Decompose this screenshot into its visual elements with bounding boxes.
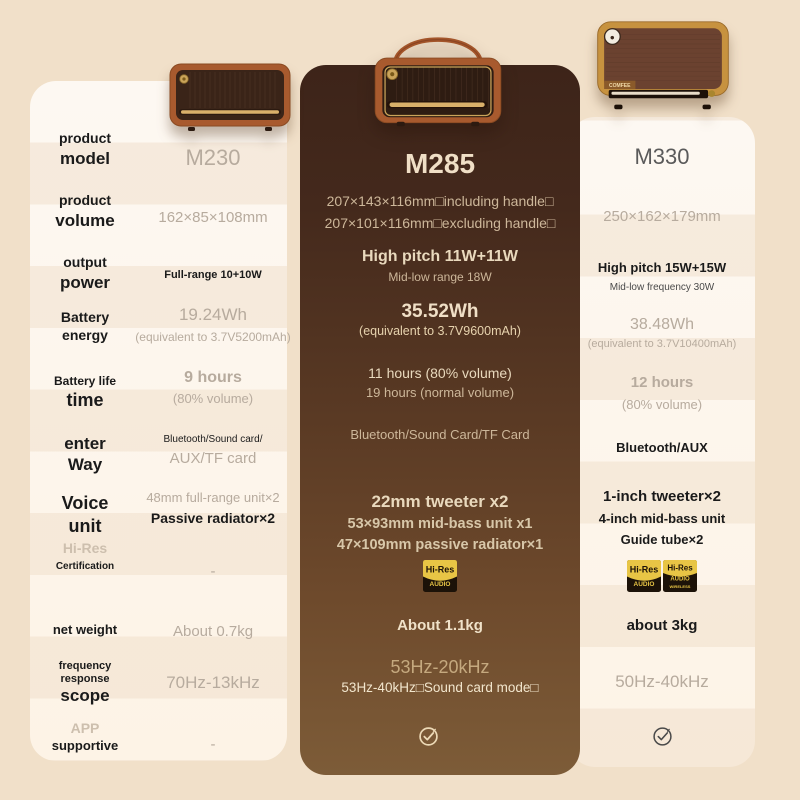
svg-text:●: ● — [610, 33, 615, 42]
svg-text:AUDIO: AUDIO — [670, 577, 690, 583]
svg-text:Hi-Res: Hi-Res — [667, 564, 693, 573]
svg-text:AUDIO: AUDIO — [430, 581, 451, 588]
svg-text:COMFEE: COMFEE — [609, 83, 631, 89]
svg-text:WIRELESS: WIRELESS — [670, 584, 691, 589]
svg-text:AUDIO: AUDIO — [634, 581, 655, 588]
svg-text:Hi-Res: Hi-Res — [426, 565, 455, 575]
svg-text:Hi-Res: Hi-Res — [630, 565, 659, 575]
